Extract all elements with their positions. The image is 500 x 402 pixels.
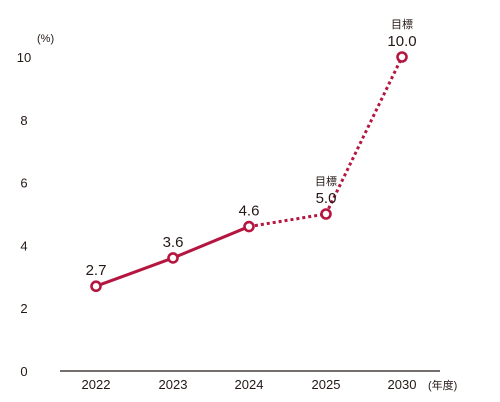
- y-tick-label: 2: [20, 301, 27, 316]
- x-tick-label: 2024: [235, 377, 264, 392]
- y-tick-label: 0: [20, 364, 27, 379]
- y-tick-label: 8: [20, 113, 27, 128]
- series-segment: [248, 212, 327, 229]
- y-tick-label: 10: [17, 50, 31, 65]
- series-segment: [95, 256, 174, 288]
- data-point: [90, 280, 102, 293]
- data-point: [167, 252, 179, 264]
- x-axis-ticks: 2022 2023 2024 2025 2030: [82, 377, 417, 392]
- series-segment: [324, 56, 404, 215]
- y-axis-unit-label: (%): [37, 33, 54, 45]
- target-label: 目標: [315, 174, 337, 188]
- data-label: 3.6: [163, 234, 184, 251]
- data-label: 4.6: [239, 203, 260, 220]
- data-labels: 2.7 3.6 4.6 5.0 目標 10.0 目標: [86, 17, 417, 279]
- x-tick-label: 2022: [82, 377, 111, 392]
- data-label: 2.7: [86, 262, 107, 279]
- data-point: [396, 51, 408, 63]
- y-axis-ticks: 0 2 4 6 8 10: [17, 50, 31, 379]
- data-point: [243, 220, 255, 233]
- y-tick-label: 4: [20, 238, 27, 253]
- data-point: [320, 208, 332, 220]
- target-label: 目標: [391, 17, 413, 31]
- x-tick-label: 2025: [312, 377, 341, 392]
- x-axis-unit-label: (年度): [428, 378, 457, 392]
- y-tick-label: 6: [20, 176, 27, 191]
- data-label: 10.0: [387, 33, 416, 50]
- series-segment: [172, 225, 250, 260]
- x-tick-label: 2030: [388, 377, 417, 392]
- data-label: 5.0: [316, 190, 337, 207]
- x-tick-label: 2023: [159, 377, 188, 392]
- series-points: [90, 51, 408, 293]
- series-line: [95, 56, 404, 288]
